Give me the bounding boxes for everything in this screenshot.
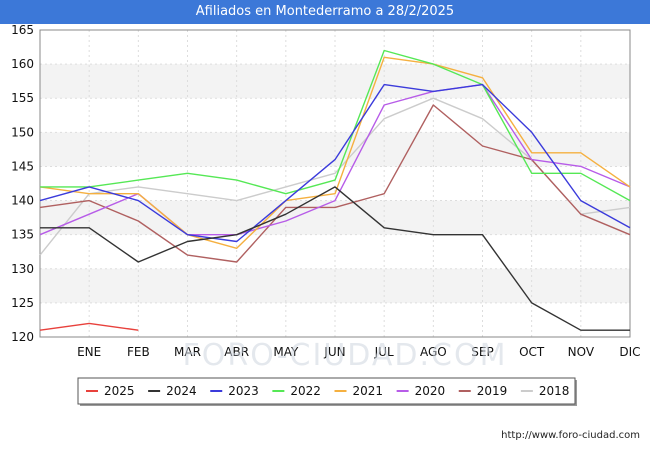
y-tick-label: 120 [11,330,34,344]
legend-label-2019: 2019 [477,384,508,398]
y-tick-label: 140 [11,194,34,208]
y-tick-label: 155 [11,91,34,105]
x-tick-label: FEB [127,345,150,359]
x-tick-label: MAR [174,345,201,359]
x-tick-label: ABR [224,345,249,359]
y-tick-label: 125 [11,296,34,310]
plot-frame [39,29,631,338]
x-tick-label: MAY [273,345,299,359]
legend-label-2022: 2022 [290,384,321,398]
y-tick-label: 150 [11,125,34,139]
y-tick-label: 130 [11,262,34,276]
x-tick-label: JUL [374,345,394,359]
x-tick-label: AGO [420,345,447,359]
legend-label-2025: 2025 [104,384,135,398]
series-line-2025 [39,322,139,331]
legend-label-2021: 2021 [353,384,384,398]
footer-url: http://www.foro-ciudad.com [501,430,640,441]
x-tick-label: JUN [323,345,345,359]
x-tick-label: OCT [519,345,545,359]
series-line-2022 [40,49,631,202]
x-tick-label: ENE [77,345,101,359]
x-tick-label: DIC [619,345,640,359]
y-tick-label: 160 [11,57,34,71]
chart-title: Afiliados en Montederramo a 28/2/2025 [0,0,650,24]
y-tick-label: 145 [11,159,34,173]
legend-label-2024: 2024 [166,384,197,398]
watermark-text: FORO-CIUDAD.COM [183,338,508,373]
x-tick-label: NOV [568,345,595,359]
x-tick-label: SEP [471,345,493,359]
series-line-2024 [40,186,630,331]
series-line-2023 [39,83,631,243]
legend-label-2020: 2020 [415,384,446,398]
legend-label-2023: 2023 [228,384,259,398]
y-tick-label: 165 [11,23,34,37]
legend-label-2018: 2018 [539,384,570,398]
legend-box [77,377,576,405]
series-line-2021 [39,56,631,249]
y-tick-label: 135 [11,228,34,242]
